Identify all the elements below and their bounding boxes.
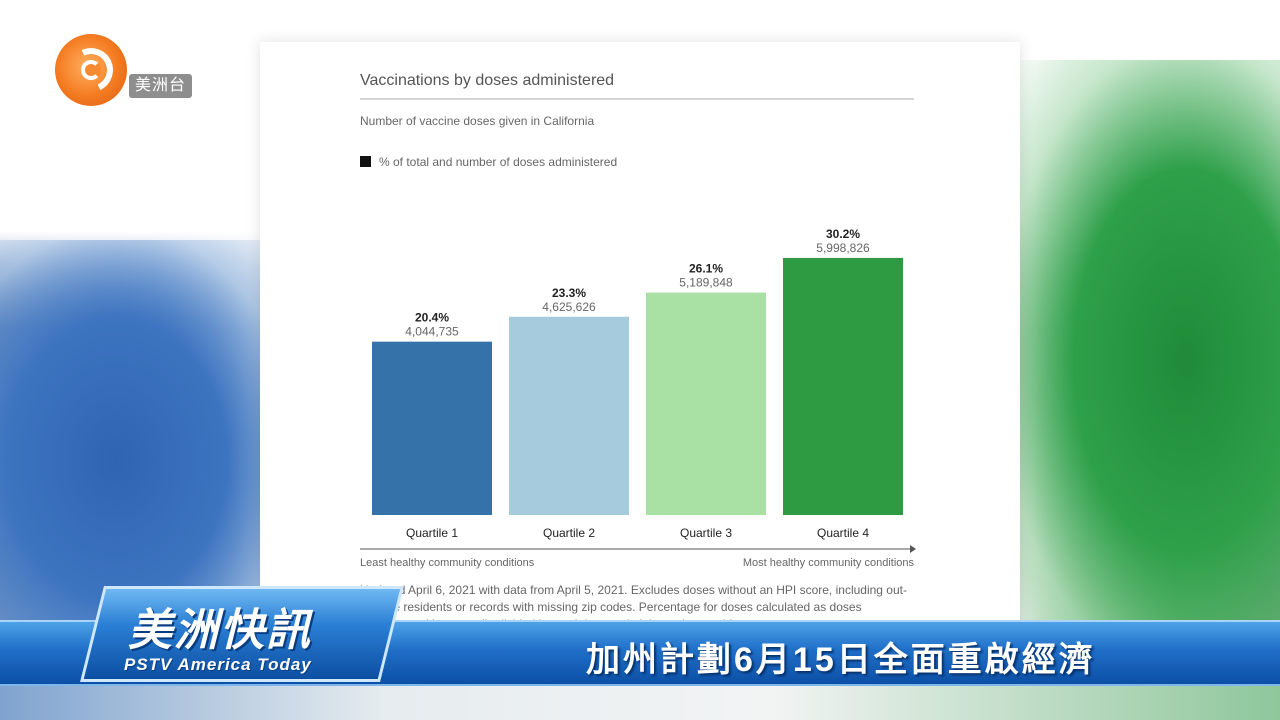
- background-blur-left: [0, 240, 290, 640]
- axis-layer: Least healthy community conditions Most …: [360, 545, 916, 569]
- bottom-strip: [0, 684, 1280, 720]
- bar: [783, 257, 903, 515]
- bar-group: 23.3%4,625,626 Quartile 2: [509, 286, 629, 540]
- axis-right-label: Most healthy community conditions: [743, 557, 915, 569]
- bar-value-label: 4,044,735: [405, 325, 459, 339]
- bar: [509, 316, 629, 515]
- channel-logo-text: 美洲台: [129, 74, 193, 98]
- program-title-en: PSTV America Today: [124, 655, 312, 674]
- category-label: Quartile 2: [543, 526, 595, 540]
- bar-value-label: 4,625,626: [542, 300, 596, 314]
- chart-subtitle: Number of vaccine doses given in Califor…: [360, 114, 595, 128]
- category-label: Quartile 1: [406, 526, 458, 540]
- channel-logo: 美洲台: [55, 34, 205, 110]
- bar-percent-label: 26.1%: [689, 262, 723, 276]
- axis-left-label: Least healthy community conditions: [360, 557, 535, 569]
- bar-group: 30.2%5,998,826 Quartile 4: [783, 227, 903, 540]
- axis-arrow-icon: [910, 545, 916, 553]
- bar-percent-label: 20.4%: [415, 311, 449, 325]
- background-blur-right: [1010, 60, 1280, 660]
- chart-title: Vaccinations by doses administered: [360, 72, 615, 89]
- bars-layer: 20.4%4,044,735 Quartile 1 23.3%4,625,626 Qu…: [372, 227, 903, 540]
- category-label: Quartile 4: [817, 526, 869, 540]
- legend-label: % of total and number of doses administe…: [379, 155, 618, 169]
- bar-percent-label: 30.2%: [826, 227, 860, 241]
- bar-group: 20.4%4,044,735 Quartile 1: [372, 311, 492, 540]
- bar: [646, 292, 766, 515]
- bar-group: 26.1%5,189,848 Quartile 3: [646, 262, 766, 540]
- title-divider: [360, 98, 914, 100]
- program-title-cn: 美洲快訊: [128, 606, 312, 655]
- bar-chart: 20.4%4,044,735 Quartile 1 23.3%4,625,626 Qu…: [360, 227, 916, 569]
- bar-value-label: 5,998,826: [816, 241, 870, 255]
- bar-percent-label: 23.3%: [552, 286, 586, 300]
- phoenix-logo-icon: [55, 34, 127, 106]
- chart-card: Vaccinations by doses administered Numbe…: [260, 42, 1020, 642]
- bar-value-label: 5,189,848: [679, 276, 733, 290]
- chart-legend: % of total and number of doses administe…: [360, 155, 617, 169]
- bar: [372, 341, 492, 515]
- news-headline: 加州計劃6月15日全面重啟經濟: [586, 641, 1096, 679]
- legend-swatch: [360, 156, 371, 167]
- category-label: Quartile 3: [680, 526, 732, 540]
